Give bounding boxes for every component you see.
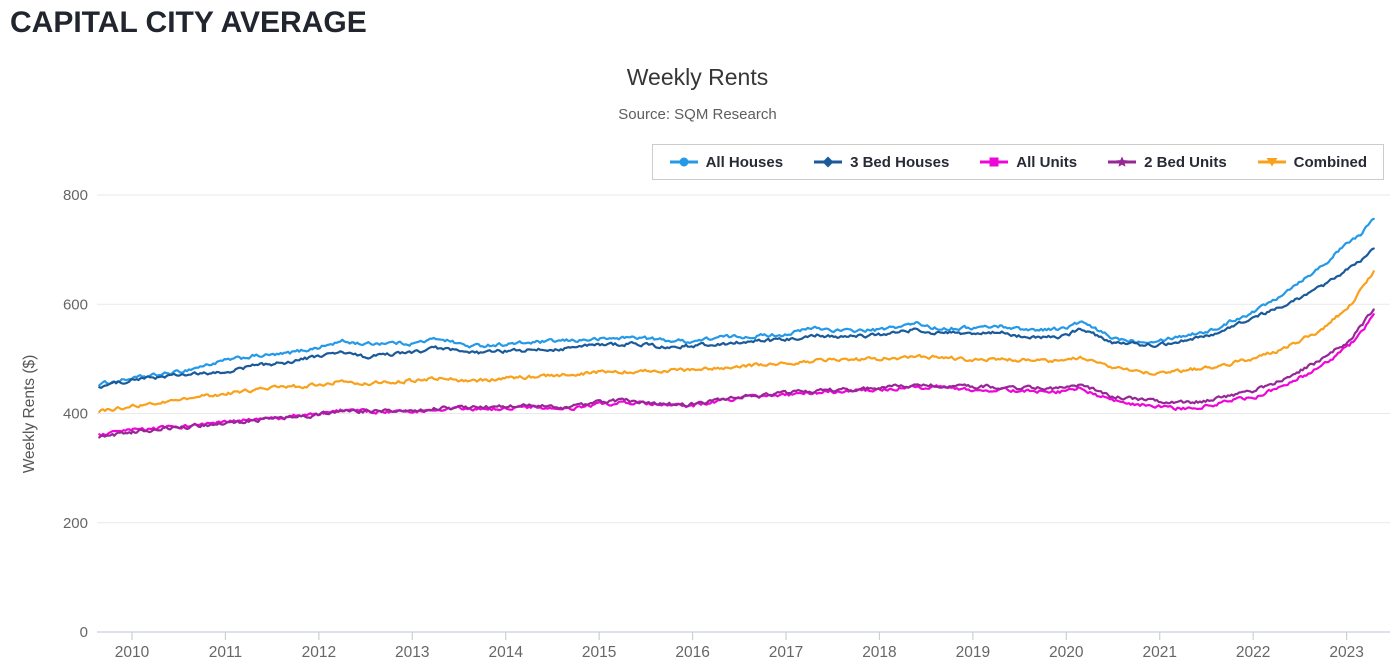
y-tick-label: 0 bbox=[80, 624, 88, 641]
x-tick-label: 2018 bbox=[862, 644, 896, 661]
x-tick-label: 2012 bbox=[302, 644, 336, 661]
legend-label: 3 Bed Houses bbox=[850, 153, 950, 171]
x-tick-label: 2023 bbox=[1329, 644, 1363, 661]
all-houses-marker-icon bbox=[669, 156, 699, 168]
legend-item-3-bed-houses: 3 Bed Houses bbox=[813, 154, 949, 171]
2-bed-units-marker-icon bbox=[1107, 156, 1137, 168]
legend-item-2-bed-units: 2 Bed Units bbox=[1107, 154, 1227, 171]
x-tick-label: 2015 bbox=[582, 644, 616, 661]
legend-item-all-units: All Units bbox=[979, 154, 1077, 171]
x-tick-label: 2013 bbox=[395, 644, 429, 661]
x-tick-label: 2020 bbox=[1049, 644, 1084, 661]
chart-title: Weekly Rents bbox=[626, 64, 769, 90]
series-line-2-bed-units bbox=[98, 308, 1375, 439]
legend-label: All Houses bbox=[705, 153, 784, 171]
x-tick-label: 2016 bbox=[675, 644, 709, 661]
legend-label: Combined bbox=[1293, 153, 1367, 171]
series-line-all-houses bbox=[98, 217, 1375, 387]
x-tick-label: 2017 bbox=[769, 644, 803, 661]
3-bed-houses-marker-icon bbox=[813, 156, 843, 168]
y-tick-label: 400 bbox=[63, 406, 88, 423]
x-tick-label: 2011 bbox=[209, 644, 242, 661]
y-axis-title: Weekly Rents ($) bbox=[21, 355, 38, 474]
y-tick-label: 600 bbox=[63, 296, 88, 313]
legend-item-combined: Combined bbox=[1257, 154, 1367, 171]
y-tick-label: 200 bbox=[63, 515, 88, 532]
series-line-combined bbox=[98, 270, 1375, 413]
x-tick-label: 2010 bbox=[115, 644, 150, 661]
x-tick-label: 2022 bbox=[1236, 644, 1270, 661]
all-units-marker-icon bbox=[979, 156, 1009, 168]
combined-marker-icon bbox=[1257, 156, 1287, 168]
legend-item-all-houses: All Houses bbox=[669, 153, 784, 171]
x-tick-label: 2019 bbox=[956, 644, 990, 661]
chart-legend: All Houses 3 Bed Houses All Units 2 Bed Uni… bbox=[651, 144, 1384, 180]
chart-subtitle: Source: SQM Research bbox=[618, 106, 777, 123]
y-tick-label: 800 bbox=[63, 187, 88, 204]
series-line-3-bed-houses bbox=[98, 247, 1375, 389]
page-title: CAPITAL CITY AVERAGE bbox=[10, 6, 367, 39]
legend-label: 2 Bed Units bbox=[1144, 153, 1227, 171]
x-tick-label: 2021 bbox=[1142, 644, 1176, 661]
x-tick-label: 2014 bbox=[488, 644, 523, 661]
legend-label: All Units bbox=[1016, 153, 1078, 171]
